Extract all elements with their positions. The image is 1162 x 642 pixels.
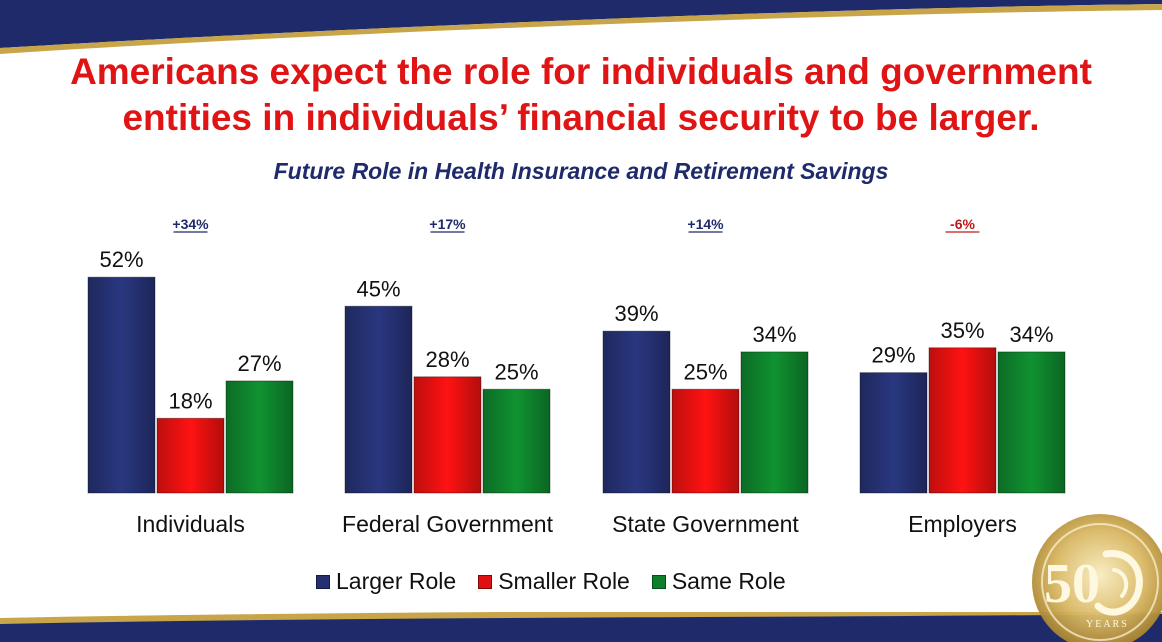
bar-smaller-1 [413,376,482,494]
legend-item-larger: Larger Role [316,568,456,595]
change-annotation-1: +17% [429,216,466,232]
data-label-larger-1: 45% [356,276,400,301]
headline-line-2: entities in individuals’ financial secur… [122,97,1040,138]
bar-larger-3 [859,372,928,494]
change-annotation-2: +14% [687,216,724,232]
bar-larger-0 [87,276,156,494]
legend-item-smaller: Smaller Role [478,568,630,595]
data-label-larger-0: 52% [99,247,143,272]
legend-item-same: Same Role [651,568,786,595]
legend-swatch-smaller [478,574,493,589]
bar-same-1 [482,388,551,494]
chart-legend: Larger Role Smaller Role Same Role [316,568,808,595]
bar-same-2 [740,351,809,494]
data-label-smaller-1: 28% [425,347,469,372]
data-label-larger-3: 29% [871,343,915,368]
data-label-same-3: 34% [1009,322,1053,347]
category-label-2: State Government [612,511,799,537]
bar-same-0 [225,380,294,494]
legend-label-larger: Larger Role [336,568,457,594]
logo-years-text: YEARS [1086,619,1129,630]
category-label-1: Federal Government [342,511,554,537]
bar-larger-1 [344,305,413,494]
legend-swatch-same [651,574,666,589]
logo-number: 50 [1044,553,1100,615]
legend-label-same: Same Role [671,568,786,594]
category-label-3: Employers [908,511,1017,537]
category-label-0: Individuals [136,511,245,537]
change-annotation-0: +34% [172,216,209,232]
data-label-smaller-2: 25% [683,359,727,384]
top-banner [0,0,1162,54]
bar-smaller-2 [671,388,740,494]
chart-title: Future Role in Health Insurance and Reti… [273,158,889,184]
data-label-same-1: 25% [494,359,538,384]
data-label-same-0: 27% [237,351,281,376]
legend-label-smaller: Smaller Role [498,568,630,594]
bar-smaller-0 [156,417,225,494]
bar-same-3 [997,351,1066,494]
bar-larger-2 [602,330,671,494]
anniversary-logo-icon: 50 YEARS [1032,514,1162,642]
bar-smaller-3 [928,347,997,494]
headline-line-1: Americans expect the role for individual… [70,51,1092,92]
bottom-banner [0,612,1162,642]
change-annotation-3: -6% [950,216,975,232]
data-label-smaller-3: 35% [940,318,984,343]
data-label-smaller-0: 18% [168,388,212,413]
legend-swatch-larger [316,574,330,589]
data-label-same-2: 34% [752,322,796,347]
data-label-larger-2: 39% [614,301,658,326]
